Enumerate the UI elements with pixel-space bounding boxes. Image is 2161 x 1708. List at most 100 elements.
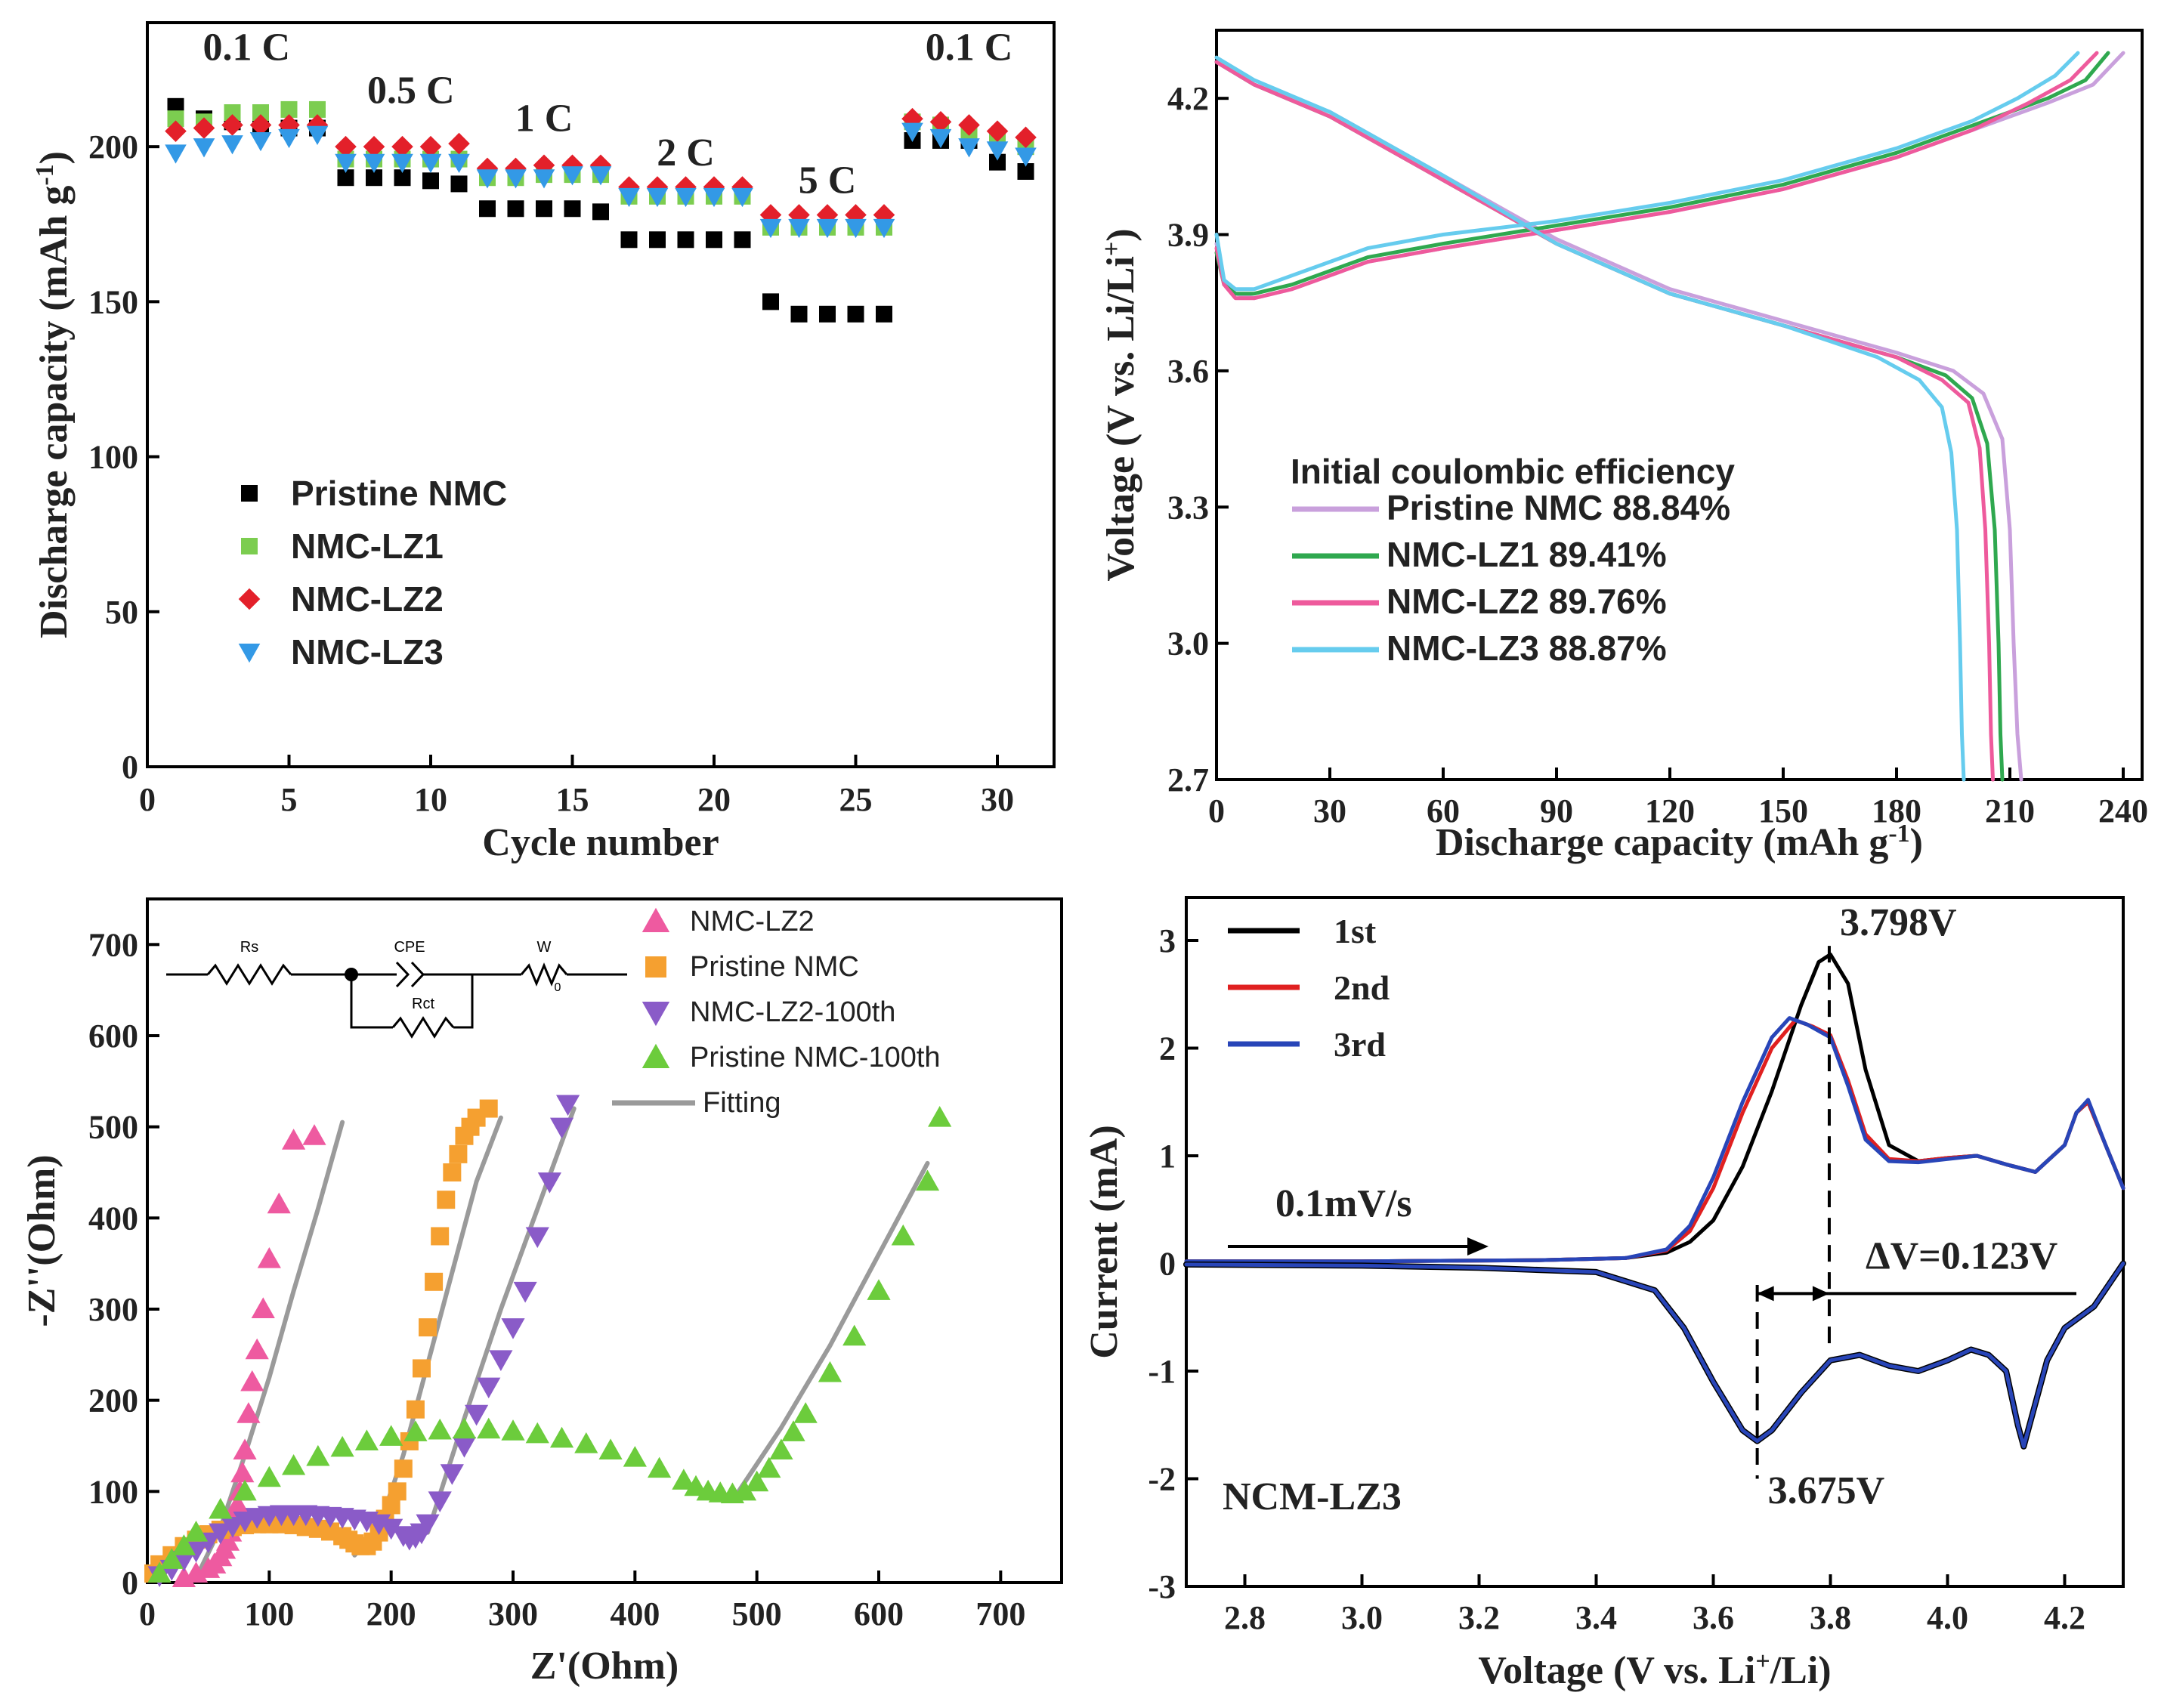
y-tick-label: 100	[88, 1473, 138, 1510]
rate-label: 5 C	[799, 159, 857, 202]
plot-frame	[1215, 29, 2144, 781]
data-point	[391, 135, 413, 158]
data-point	[958, 114, 980, 136]
data-point	[193, 117, 215, 139]
charge-curve	[1214, 51, 2099, 301]
data-point	[819, 305, 836, 323]
y-tick-label: 3.9	[1167, 217, 1209, 254]
y-tick-label: 2	[1159, 1030, 1176, 1067]
rate-label: 2 C	[657, 131, 715, 175]
data-point	[646, 176, 669, 198]
data-point	[873, 218, 895, 239]
data-point	[842, 1324, 867, 1346]
y-tick-label: 300	[88, 1291, 138, 1328]
data-point	[159, 1548, 184, 1569]
discharge-curve	[1214, 60, 2023, 782]
data-point	[278, 128, 300, 149]
x-tick-label: 3.2	[1458, 1599, 1500, 1636]
data-point	[452, 1417, 477, 1439]
y-tick-label: -3	[1148, 1568, 1176, 1605]
data-point	[448, 132, 470, 155]
x-tick-label: 180	[1872, 792, 1921, 829]
data-point	[452, 1437, 477, 1458]
data-point	[282, 1453, 306, 1475]
rate-chart: 0 5 10 15 20 25 30 0 50 100 150 200 Cycle number Disc…	[31, 21, 1056, 864]
rate-label: 0.5 C	[367, 69, 455, 113]
x-tick-label: 3.8	[1810, 1599, 1851, 1636]
data-point	[425, 1272, 444, 1291]
data-point	[465, 1404, 489, 1426]
x-tick-label: 400	[610, 1595, 660, 1632]
legend-marker	[645, 956, 666, 978]
data-point	[440, 1464, 464, 1485]
data-point	[257, 1466, 281, 1487]
arrow-head	[1757, 1286, 1774, 1302]
data-point	[818, 1361, 842, 1382]
data-point	[147, 1561, 172, 1583]
reduction-curve	[1184, 1262, 2125, 1449]
data-point	[986, 120, 1009, 142]
x-tick-label: 60	[1427, 792, 1460, 829]
data-point	[507, 200, 524, 218]
data-point	[525, 1422, 549, 1444]
data-point	[267, 1192, 291, 1214]
data-point	[422, 172, 439, 190]
delta-v-label: ΔV=0.123V	[1866, 1235, 2057, 1278]
data-point	[251, 1297, 275, 1318]
data-point	[598, 1438, 623, 1460]
x-tick-label: 4.0	[1927, 1599, 1968, 1636]
legend-label: NMC-LZ3 88.87%	[1387, 629, 1667, 668]
label-rct: Rct	[412, 996, 434, 1012]
data-point	[416, 1514, 440, 1536]
data-point	[221, 1517, 245, 1538]
rate-label: 1 C	[515, 97, 573, 141]
x-tick-label: 700	[975, 1595, 1025, 1632]
legend-marker	[241, 485, 258, 502]
data-point	[479, 200, 496, 218]
x-tick-label: 240	[2098, 792, 2148, 829]
data-point	[428, 1491, 452, 1512]
data-point	[476, 157, 499, 180]
y-tick-label: -1	[1148, 1353, 1176, 1390]
y-tick-label: 1	[1159, 1138, 1176, 1175]
data-point	[240, 1370, 264, 1391]
x-tick-label: 3.6	[1693, 1599, 1734, 1636]
legend-marker	[238, 644, 261, 663]
x-tick-label: 15	[556, 781, 589, 818]
label-w-sub: 0	[555, 981, 561, 994]
x-tick-label: 2.8	[1224, 1599, 1266, 1636]
data-point	[479, 1099, 498, 1118]
x-tick-label: 600	[854, 1595, 904, 1632]
y-tick-label: 400	[88, 1200, 138, 1237]
data-point	[759, 218, 782, 239]
data-point	[620, 231, 638, 249]
data-point	[249, 131, 272, 152]
data-point	[564, 200, 581, 218]
data-point	[781, 1420, 805, 1441]
discharge-curve	[1214, 60, 1995, 782]
legend-marker	[641, 1002, 670, 1027]
data-point	[403, 1420, 428, 1441]
data-point	[221, 135, 243, 155]
y-axis-label: -Z''(Ohm)	[20, 1154, 63, 1327]
data-point	[915, 1169, 940, 1191]
x-axis-label: Z'(Ohm)	[530, 1645, 679, 1688]
legend-label: Pristine NMC 88.84%	[1387, 488, 1730, 527]
data-point	[489, 1350, 513, 1371]
rate-label: 0.1 C	[926, 26, 1013, 69]
plot-frame	[146, 897, 1063, 1584]
x-tick-label: 25	[839, 781, 873, 818]
data-point	[574, 1432, 598, 1453]
x-tick-label: 500	[732, 1595, 782, 1632]
data-point	[257, 1247, 281, 1268]
data-point	[505, 157, 527, 180]
y-tick-label: 3.6	[1167, 353, 1209, 390]
data-point	[172, 1550, 196, 1572]
data-point	[649, 231, 666, 249]
data-point	[428, 1418, 452, 1440]
data-point	[536, 200, 552, 218]
data-point	[406, 1400, 425, 1419]
data-point	[233, 1438, 257, 1460]
y-tick-label: 200	[88, 128, 138, 165]
legend-label: NMC-LZ1	[291, 527, 444, 566]
